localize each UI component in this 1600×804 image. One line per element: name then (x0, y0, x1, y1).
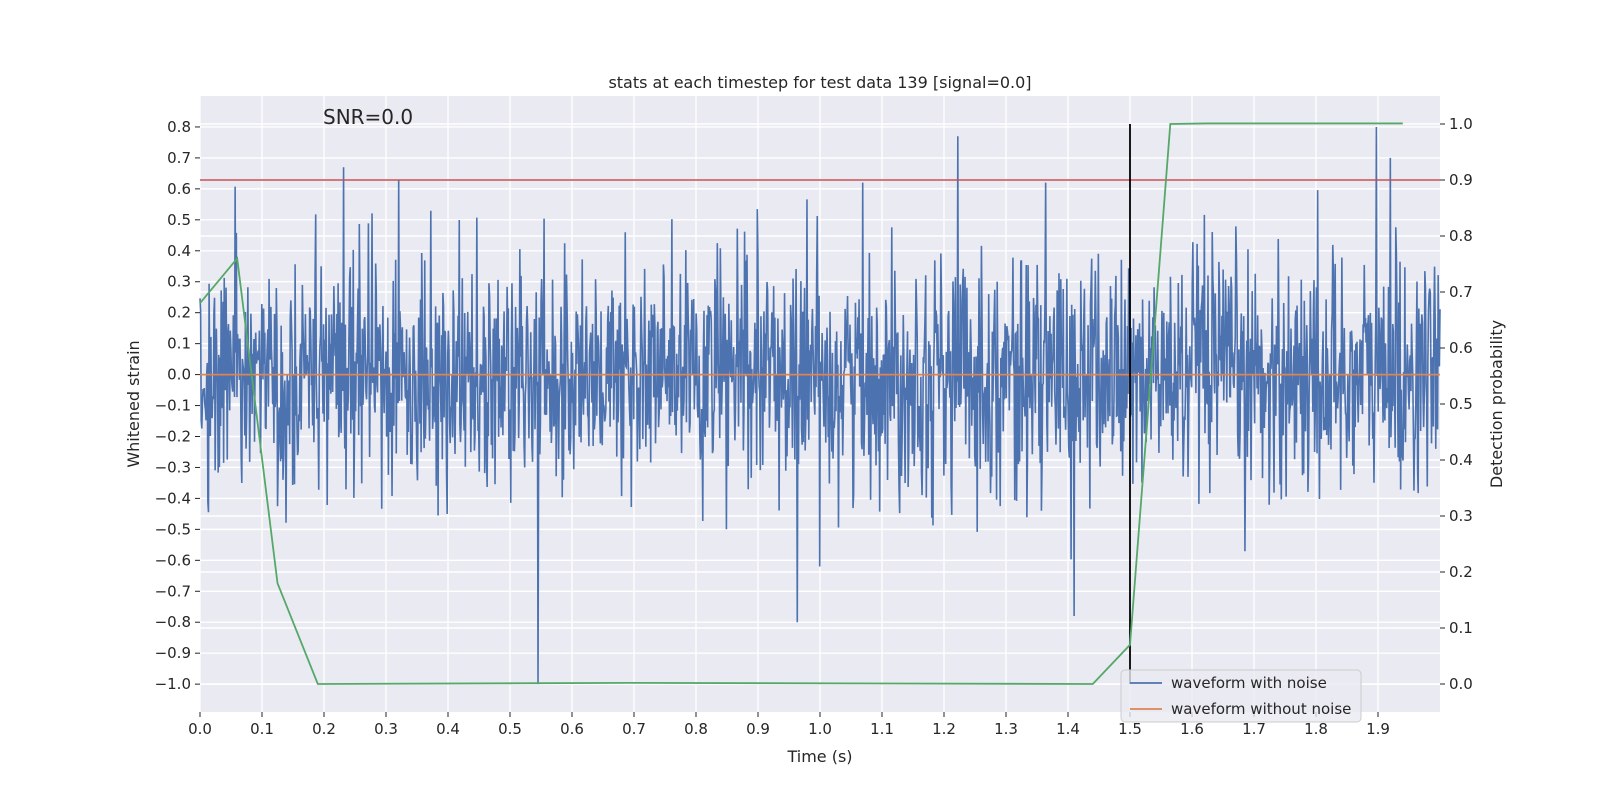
y-tick-label: 0.4 (167, 242, 191, 260)
y2-tick-label: 0.7 (1449, 283, 1473, 301)
y-tick-label: 0.5 (167, 211, 191, 229)
legend: waveform with noise waveform without noi… (1120, 669, 1362, 723)
y-tick-label: −0.4 (155, 489, 191, 507)
x-tick-label: 1.8 (1304, 720, 1328, 738)
y-tick-label: −0.5 (155, 520, 191, 538)
y2-tick-label: 0.2 (1449, 563, 1473, 581)
y-tick-labels: 0.8 0.7 0.6 0.5 0.4 0.3 0.2 0.1 0.0 −0.1 −0.2 −0.3 −… (155, 118, 200, 693)
y-tick-label: −0.8 (155, 613, 191, 631)
x-tick-label: 1.1 (870, 720, 894, 738)
legend-label-waveform-with-noise: waveform with noise (1171, 674, 1327, 692)
x-axis-label: Time (s) (786, 747, 852, 766)
x-tick-label: 1.6 (1180, 720, 1204, 738)
x-tick-label: 0.8 (684, 720, 708, 738)
y2-tick-labels: 1.0 0.9 0.8 0.7 0.6 0.5 0.4 0.3 0.2 0.1 0.0 (1440, 115, 1473, 693)
series-line-detection-probability (199, 122, 1403, 685)
x-tick-label: 0.2 (312, 720, 336, 738)
x-tick-label: 1.7 (1242, 720, 1266, 738)
x-tick-label: 1.2 (932, 720, 956, 738)
y2-tick-label: 0.6 (1449, 339, 1473, 357)
y-tick-label: 0.3 (167, 273, 191, 291)
x-tick-label: 0.5 (498, 720, 522, 738)
y-tick-label: −0.1 (155, 397, 191, 415)
y2-tick-label: 0.3 (1449, 507, 1473, 525)
y2-tick-label: 0.5 (1449, 395, 1473, 413)
y-tick-label: 0.7 (167, 149, 191, 167)
grid-lines (199, 96, 1440, 712)
y-axis-label: Whitened strain (124, 340, 143, 467)
y2-tick-label: 0.0 (1449, 675, 1473, 693)
y-tick-label: 0.6 (167, 180, 191, 198)
y-tick-label: 0.8 (167, 118, 191, 136)
y2-tick-label: 0.4 (1449, 451, 1473, 469)
y-tick-label: −0.7 (155, 582, 191, 600)
x-tick-label: 1.9 (1366, 720, 1390, 738)
x-tick-label: 1.4 (1056, 720, 1080, 738)
legend-label-waveform-without-noise: waveform without noise (1171, 700, 1351, 718)
y2-tick-label: 1.0 (1449, 115, 1473, 133)
x-tick-label: 0.3 (374, 720, 398, 738)
x-tick-label: 0.1 (250, 720, 274, 738)
series-line-waveform-with-noise (199, 126, 1441, 685)
x-tick-labels: 0.0 0.1 0.2 0.3 0.4 0.5 0.6 0.7 0.8 0.9 1.0 1.1 1.2 1… (188, 712, 1390, 738)
y2-tick-label: 0.9 (1449, 171, 1473, 189)
y-tick-label: −0.9 (155, 644, 191, 662)
x-tick-label: 0.7 (622, 720, 646, 738)
series-layer (199, 122, 1441, 685)
y2-tick-label: 0.8 (1449, 227, 1473, 245)
y2-axis-label: Detection probability (1487, 320, 1506, 488)
legend-box (1120, 669, 1362, 723)
y-tick-label: 0.1 (167, 335, 191, 353)
y2-tick-label: 0.1 (1449, 619, 1473, 637)
x-tick-label: 0.0 (188, 720, 212, 738)
x-tick-label: 0.4 (436, 720, 460, 738)
x-tick-label: 0.6 (560, 720, 584, 738)
x-tick-label: 1.5 (1118, 720, 1142, 738)
y-tick-label: −1.0 (155, 675, 191, 693)
x-tick-label: 0.9 (746, 720, 770, 738)
snr-annotation: SNR=0.0 (323, 105, 413, 129)
y-tick-label: −0.3 (155, 458, 191, 476)
chart-title: stats at each timestep for test data 139… (608, 73, 1031, 92)
y-tick-label: −0.6 (155, 551, 191, 569)
y-tick-label: 0.2 (167, 304, 191, 322)
x-tick-label: 1.0 (808, 720, 832, 738)
y-tick-label: −0.2 (155, 428, 191, 446)
y-tick-label: 0.0 (167, 366, 191, 384)
x-tick-label: 1.3 (994, 720, 1018, 738)
